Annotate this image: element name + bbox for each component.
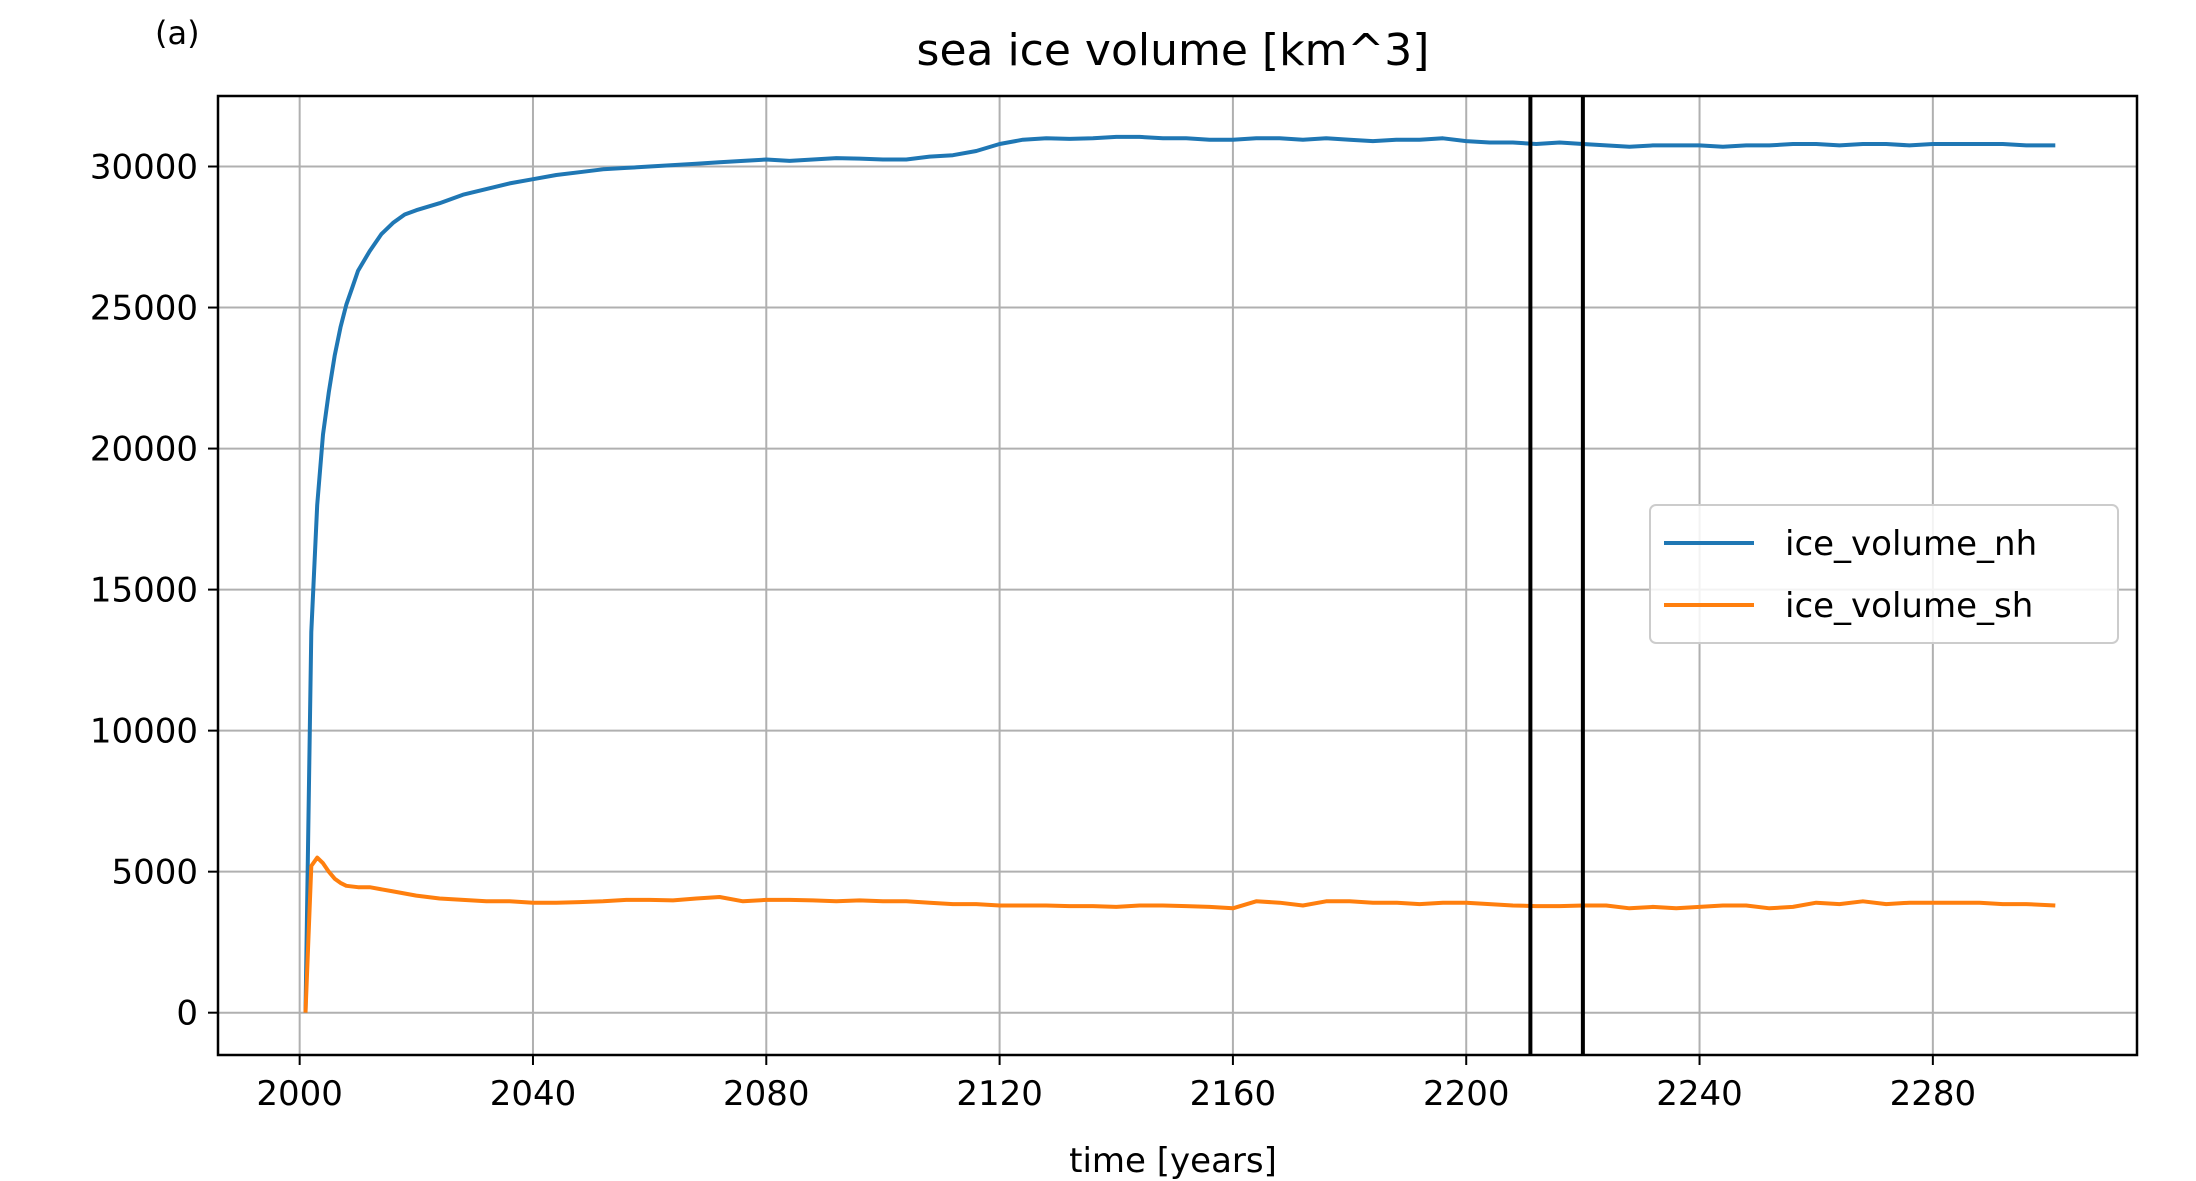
x-tick-label: 2080 (723, 1074, 810, 1114)
grid (218, 96, 2137, 1055)
y-tick-label: 5000 (111, 853, 198, 893)
panel-label: (a) (155, 14, 200, 52)
legend: ice_volume_nh ice_volume_sh (1649, 504, 2119, 644)
axis-ticks: 2000 2040 2080 2120 2160 2200 2240 2280 0 5000 100… (90, 148, 1976, 1114)
y-tick-label: 15000 (90, 571, 198, 611)
y-tick-label: 0 (176, 994, 198, 1034)
y-tick-label: 20000 (90, 430, 198, 470)
y-tick-label: 10000 (90, 712, 198, 752)
x-tick-label: 2240 (1656, 1074, 1743, 1114)
legend-label: ice_volume_sh (1785, 586, 2033, 626)
series-line-ice_volume_nh (303, 134, 2056, 1013)
series-line-ice_volume_sh (303, 855, 2056, 1013)
vertical-markers (1528, 96, 1585, 1055)
y-tick-label: 25000 (90, 289, 198, 329)
x-tick-label: 2280 (1890, 1074, 1977, 1114)
x-tick-label: 2200 (1423, 1074, 1510, 1114)
series-layer (303, 134, 2056, 1013)
x-tick-label: 2120 (956, 1074, 1043, 1114)
plot-frame (216, 94, 2139, 1057)
chart-title: sea ice volume [km^3] (917, 25, 1430, 76)
x-tick-label: 2160 (1190, 1074, 1277, 1114)
legend-label: ice_volume_nh (1785, 524, 2037, 564)
y-tick-label: 30000 (90, 148, 198, 188)
x-tick-label: 2000 (256, 1074, 343, 1114)
legend-box (1649, 504, 2119, 644)
x-tick-label: 2040 (490, 1074, 577, 1114)
x-axis-label: time [years] (1069, 1141, 1277, 1181)
